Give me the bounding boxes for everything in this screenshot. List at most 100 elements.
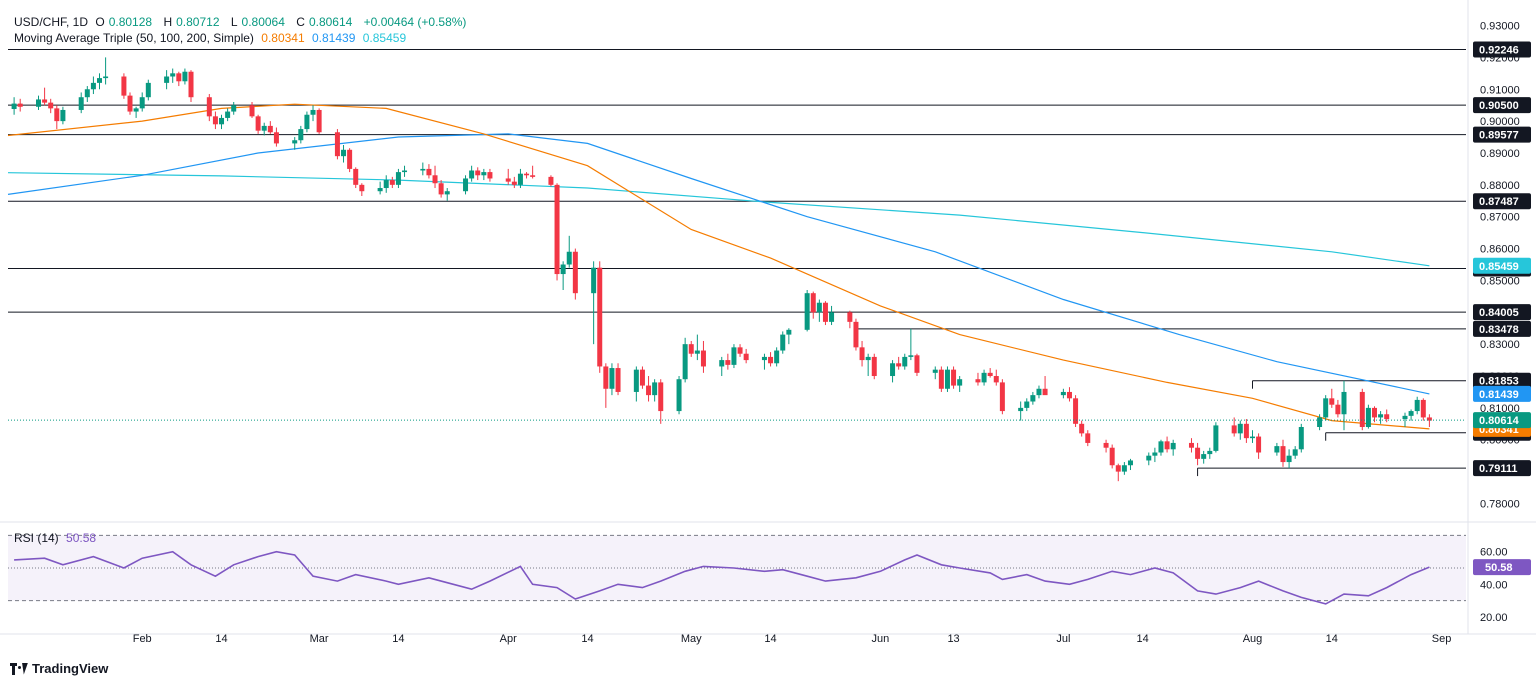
candle-body (1378, 414, 1384, 418)
level-badge-label: 0.79111 (1479, 463, 1518, 475)
price-tick-label: 0.87000 (1480, 212, 1520, 224)
candle-body (1292, 449, 1298, 456)
candle-body (139, 97, 145, 109)
level-badge (1473, 320, 1531, 337)
price-tick-label: 0.93000 (1480, 21, 1520, 33)
price-tick-label: 0.86000 (1480, 244, 1520, 256)
level-badge (1473, 193, 1531, 210)
rsi-tick-label: 60.00 (1480, 547, 1508, 559)
candle-body (1329, 398, 1335, 405)
tradingview-logo[interactable]: TradingView (10, 661, 108, 676)
candle-body (1237, 423, 1243, 434)
low-value: 0.80064 (241, 15, 285, 29)
candle-body (938, 369, 944, 389)
candle-body (896, 363, 902, 367)
tradingview-logo-icon (10, 662, 28, 675)
candle-body (1231, 425, 1237, 434)
candle-body (377, 188, 383, 192)
level-badge-label: 0.87487 (1479, 196, 1519, 208)
candle-body (597, 267, 603, 367)
candle-body (987, 372, 993, 377)
ma200-value: 0.85459 (362, 31, 407, 45)
candle-body (97, 78, 103, 83)
candle-body (786, 329, 792, 335)
ma100-badge (1473, 385, 1531, 402)
grid (0, 0, 1536, 635)
candle-body (646, 385, 652, 396)
rsi-legend[interactable]: RSI (14) 50.58 (14, 531, 96, 545)
low-label: L (230, 15, 238, 29)
candle-body (1414, 399, 1420, 412)
candle-body (908, 355, 914, 357)
candle-body (48, 102, 54, 109)
rsi-last-badge-label: 50.58 (1485, 562, 1513, 574)
candle-body (1109, 447, 1115, 466)
last-price-badge-label: 0.80614 (1479, 415, 1520, 427)
candle-body (1127, 460, 1133, 466)
candle-body (1371, 407, 1377, 418)
candle-body (426, 168, 432, 176)
level-badge-label: 0.92246 (1479, 45, 1519, 57)
candle-body (353, 168, 359, 185)
candle-body (1408, 411, 1414, 416)
price-tick-label: 0.85000 (1480, 275, 1520, 287)
candle-body (1195, 447, 1201, 459)
candle-body (90, 82, 96, 90)
candle-body (615, 368, 621, 392)
candle-body (1085, 433, 1091, 443)
candle-body (487, 172, 493, 179)
candle-body (1030, 395, 1036, 402)
candle-body (725, 360, 731, 365)
candle-body (389, 180, 395, 185)
candle-body (249, 105, 255, 117)
level-badge (1473, 126, 1531, 143)
ma-legend[interactable]: Moving Average Triple (50, 100, 200, Sim… (14, 31, 410, 46)
candle-body (1152, 452, 1158, 456)
price-tick-label: 0.88000 (1480, 180, 1520, 192)
candle-body (395, 172, 401, 185)
candle-body (54, 108, 60, 122)
ma50-line (7, 103, 1430, 430)
candle-body (975, 379, 981, 383)
candle-body (255, 116, 261, 131)
candle-body (1042, 388, 1048, 396)
price-tick-label: 0.83000 (1480, 339, 1520, 351)
price-tick-label: 0.90000 (1480, 116, 1520, 128)
candle-body (633, 369, 639, 392)
candle-body (60, 109, 66, 122)
candle-body (1115, 465, 1121, 472)
candle-body (1036, 388, 1042, 396)
price-axis[interactable]: 0.930000.920000.910000.900000.890000.880… (1473, 21, 1531, 624)
candle-body (1079, 423, 1085, 434)
candle-body (731, 347, 737, 365)
candle-body (1213, 425, 1219, 451)
candle-body (1170, 442, 1176, 450)
candle-body (1323, 398, 1329, 418)
rsi-pane (8, 534, 1466, 605)
candle-body (1103, 442, 1109, 448)
candle-body (1018, 407, 1024, 412)
candle-body (1298, 427, 1304, 450)
candle-body (676, 379, 682, 412)
candle-body (127, 95, 133, 112)
candle-body (1359, 391, 1365, 428)
price-tick-label: 0.78000 (1480, 498, 1520, 510)
candle-body (1066, 391, 1072, 399)
time-tick-label: Mar (310, 633, 329, 645)
time-tick-label: Feb (133, 633, 152, 645)
candle-body (761, 356, 767, 361)
last-price-badge (1473, 412, 1531, 429)
candle-body (1384, 414, 1390, 420)
candle-body (273, 132, 279, 144)
candle-body (566, 251, 572, 265)
candle-body (432, 175, 438, 184)
time-tick-label: 14 (215, 633, 227, 645)
time-axis[interactable]: Feb 14 Mar 14 Apr 14 May 14 Jun 13 Jul 14 Aug 14 Sep (133, 633, 1452, 645)
ma-legend-label: Moving Average Triple (50, 100, 200, Sim… (14, 31, 254, 45)
symbol-label[interactable]: USD/CHF, 1D (14, 15, 89, 29)
level-badge-label: 0.83478 (1479, 324, 1519, 336)
rsi-value: 50.58 (66, 531, 97, 545)
candle-body (1335, 404, 1341, 415)
